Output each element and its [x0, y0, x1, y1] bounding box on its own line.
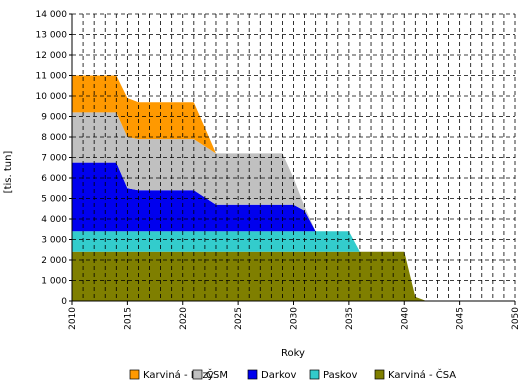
y-tick-label: 13 000: [36, 31, 68, 41]
y-tick-label: 10 000: [36, 92, 68, 102]
x-tick-label: 2020: [179, 307, 189, 330]
legend-label: ČSM: [206, 368, 228, 381]
y-tick-label: 3 000: [41, 236, 67, 246]
legend-label: Paskov: [323, 370, 357, 381]
legend-label: Darkov: [261, 370, 296, 381]
x-tick-label: 2015: [123, 307, 133, 330]
legend-swatch: [247, 369, 258, 380]
y-tick-label: 7 000: [41, 154, 67, 164]
y-tick-label: 12 000: [36, 51, 68, 61]
area--sm: [72, 112, 427, 302]
grid: [72, 13, 516, 301]
y-tick-labels: 0 1 000 2 000 3 000 4 000 5 000 6 000 7 000 8 00…: [36, 10, 68, 307]
x-tick-label: 2045: [456, 307, 466, 330]
x-tick-labels: 2010 2015 2020 2025 2030 2035 2040 2045 2050: [68, 307, 521, 330]
axes: [69, 13, 516, 305]
y-tick-label: 8 000: [41, 133, 67, 143]
y-tick-label: 11 000: [36, 72, 68, 82]
legend-swatch: [192, 369, 203, 380]
y-tick-label: 6 000: [41, 174, 67, 184]
x-tick-label: 2035: [345, 307, 355, 330]
legend-swatch: [309, 369, 320, 380]
y-tick-label: 0: [61, 297, 67, 307]
x-tick-label: 2030: [290, 307, 300, 330]
y-tick-label: 4 000: [41, 215, 67, 225]
area-karvin-lazy: [72, 75, 427, 301]
y-tick-label: 5 000: [41, 195, 67, 205]
x-axis-title: Roky: [281, 348, 305, 359]
legend-swatch: [129, 369, 140, 380]
x-tick-label: 2040: [400, 307, 410, 330]
x-tick-label: 2010: [68, 307, 78, 330]
y-tick-label: 14 000: [36, 10, 68, 20]
x-tick-label: 2050: [511, 307, 521, 330]
x-tick-label: 2025: [234, 307, 244, 330]
legend-label: Karviná - Lazy: [143, 369, 214, 381]
y-axis-title: [tis. tun]: [3, 151, 14, 194]
y-tick-label: 2 000: [41, 256, 67, 266]
y-tick-label: 1 000: [41, 277, 67, 287]
y-tick-label: 9 000: [41, 113, 67, 123]
legend-label: Karviná - ČSA: [388, 368, 456, 381]
legend-swatch: [374, 369, 385, 380]
